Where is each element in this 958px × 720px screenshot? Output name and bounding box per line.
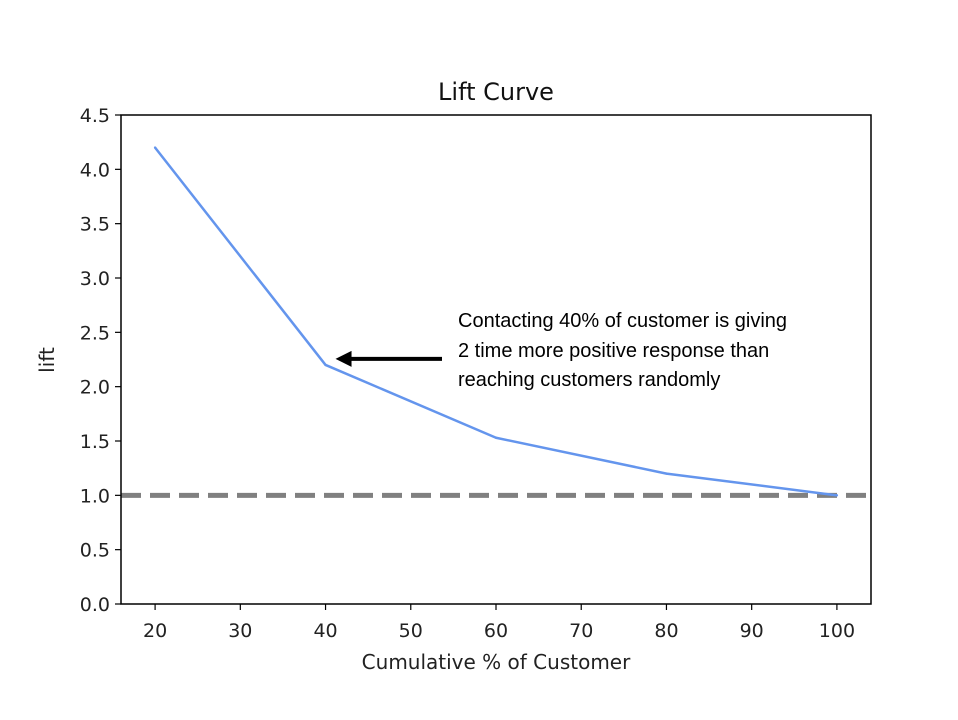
x-tick-label: 60 xyxy=(484,620,508,642)
x-tick-label: 80 xyxy=(654,620,678,642)
x-tick-label: 40 xyxy=(313,620,337,642)
x-tick-label: 90 xyxy=(740,620,764,642)
y-tick-label: 1.0 xyxy=(80,485,110,507)
annotation-arrow xyxy=(335,350,442,367)
x-tick-label: 20 xyxy=(143,620,167,642)
chart-title: Lift Curve xyxy=(438,78,554,106)
y-tick-label: 2.5 xyxy=(80,322,110,344)
y-tick-label: 4.0 xyxy=(80,159,110,181)
arrow-head xyxy=(335,350,352,367)
y-tick-label: 1.5 xyxy=(80,431,110,453)
x-tick-label: 50 xyxy=(399,620,423,642)
data-point xyxy=(665,472,668,475)
x-tick-label: 30 xyxy=(228,620,252,642)
annotation-line-1: Contacting 40% of customer is giving xyxy=(458,310,787,332)
annotation-line-3: reaching customers randomly xyxy=(458,369,720,391)
annotation: Contacting 40% of customer is giving 2 t… xyxy=(335,310,787,391)
y-tick-label: 2.0 xyxy=(80,377,110,399)
x-tick-label: 70 xyxy=(569,620,593,642)
x-axis-label: Cumulative % of Customer xyxy=(362,650,631,674)
y-tick-label: 3.5 xyxy=(80,214,110,236)
y-tick-label: 3.0 xyxy=(80,268,110,290)
data-point xyxy=(324,363,327,367)
y-tick-label: 0.0 xyxy=(80,594,110,616)
data-point xyxy=(153,146,157,149)
y-tick-label: 0.5 xyxy=(80,540,110,562)
plot-area: 20 30 40 50 60 70 80 90 100 0.0 0.5 1.0 1.5 2.0 2.5 3.0… xyxy=(80,105,872,642)
annotation-line-2: 2 time more positive response than xyxy=(458,340,769,362)
y-tick-label: 4.5 xyxy=(80,105,110,127)
data-point xyxy=(494,436,498,439)
data-point xyxy=(835,494,839,497)
x-tick-label: 100 xyxy=(819,620,855,642)
y-axis-label: lift xyxy=(35,347,59,373)
